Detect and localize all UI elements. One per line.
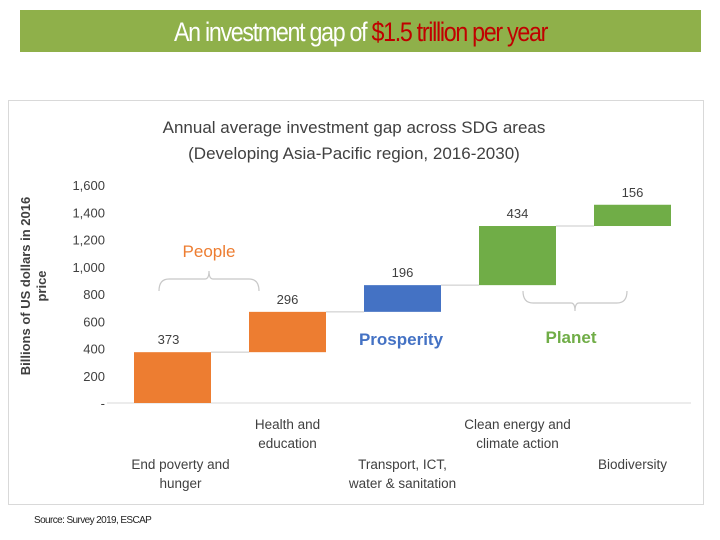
x-category-label: Health and (255, 417, 320, 432)
chart-title: Annual average investment gap across SDG… (163, 118, 546, 137)
data-label: 296 (277, 292, 299, 307)
y-tick-label: 200 (83, 369, 105, 384)
y-tick-label: 800 (83, 287, 105, 302)
data-label: 156 (622, 185, 644, 200)
y-tick-label: 1,400 (72, 205, 105, 220)
group-label-prosperity: Prosperity (359, 330, 444, 349)
x-category-label: Biodiversity (598, 457, 667, 472)
source-note: Source: Survey 2019, ESCAP (34, 515, 152, 526)
bar-3 (364, 285, 441, 312)
y-tick-label: 1,600 (72, 178, 105, 193)
data-label: 373 (158, 332, 180, 347)
waterfall-chart: Annual average investment gap across SDG… (18, 118, 691, 491)
group-bracket-planet (522, 290, 628, 312)
y-tick-label: - (101, 396, 105, 411)
x-category-label: water & sanitation (348, 476, 456, 491)
y-axis-label-line: price (34, 270, 49, 301)
bar-1 (134, 352, 211, 403)
group-bracket-people (158, 270, 260, 292)
x-category-label: Clean energy and (464, 417, 571, 432)
title-banner: An investment gap of $1.5 trillion per y… (20, 10, 701, 52)
x-category-label: hunger (159, 476, 202, 491)
group-label-people: People (183, 242, 236, 261)
group-label-planet: Planet (545, 328, 596, 347)
x-category-label: Transport, ICT, (358, 457, 447, 472)
chart-panel: Annual average investment gap across SDG… (8, 100, 704, 505)
x-category-label: education (258, 436, 317, 451)
y-tick-label: 1,200 (72, 233, 105, 248)
x-category-label: End poverty and (131, 457, 229, 472)
bar-2 (249, 311, 326, 353)
y-tick-label: 1,000 (72, 260, 105, 275)
y-tick-label: 600 (83, 314, 105, 329)
banner-title-prefix: An investment gap of (173, 17, 372, 47)
data-label: 434 (507, 206, 529, 221)
y-tick-label: 400 (83, 342, 105, 357)
x-category-label: climate action (476, 436, 559, 451)
banner-title: An investment gap of $1.5 trillion per y… (68, 17, 654, 48)
y-axis-label-line: Billions of US dollars in 2016 (18, 197, 33, 375)
data-label: 196 (392, 265, 414, 280)
banner-title-highlight: $1.5 trillion per year (371, 17, 548, 47)
bar-5 (594, 204, 671, 227)
chart-subtitle: (Developing Asia-Pacific region, 2016-20… (188, 144, 520, 163)
bar-4 (479, 226, 556, 286)
